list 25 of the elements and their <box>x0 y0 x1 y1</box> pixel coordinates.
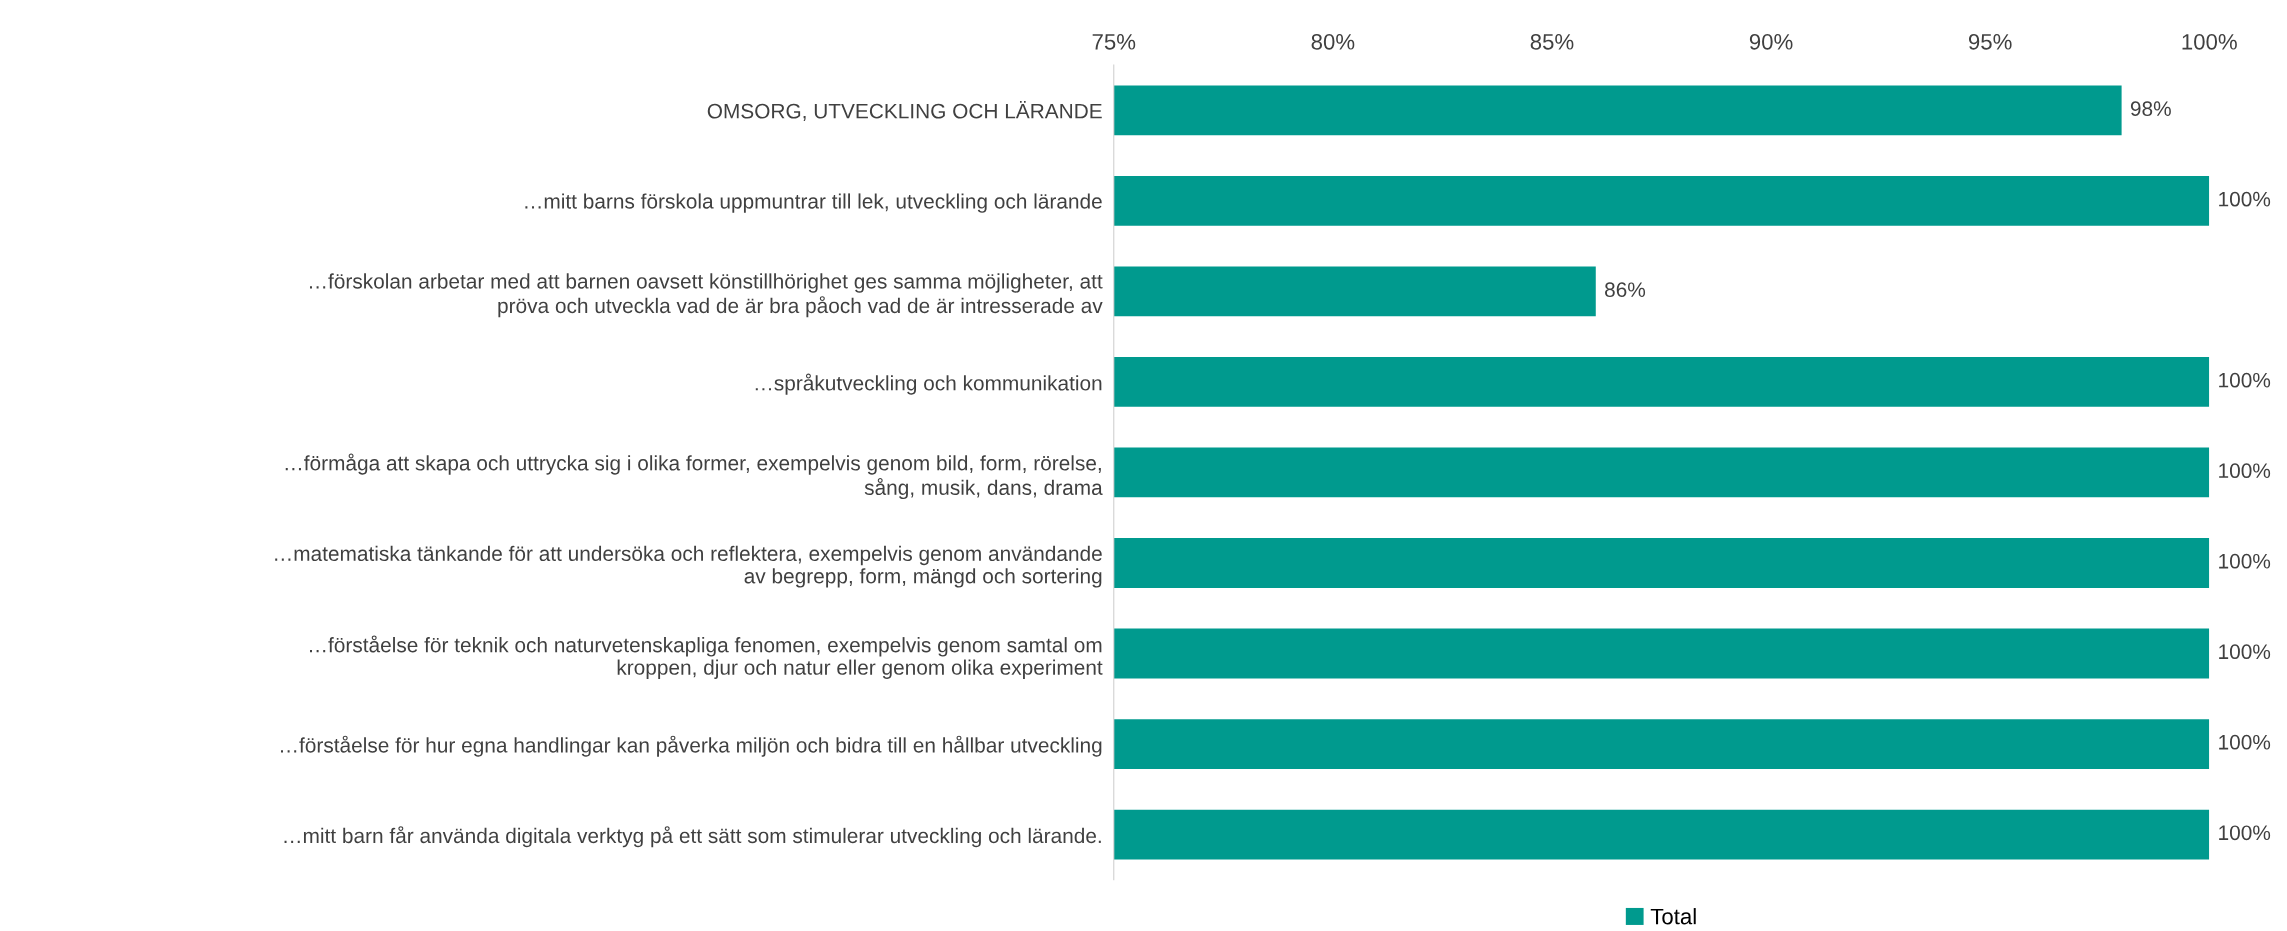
x-tick-label: 95% <box>1968 33 2012 50</box>
x-tick-label: 100% <box>2182 33 2237 50</box>
x-tick-label: 85% <box>1530 33 1574 50</box>
y-tick-label: …förståelse för teknik och naturvetenskapliga fenomen, exempelvis genom samtal om kroppen, djur och natur eller genom olika experiment <box>310 635 1103 679</box>
y-tick-label: …mitt barns förskola uppmuntrar till lek, utveckling och lärande <box>525 193 1102 213</box>
data-label: 100% <box>2219 463 2271 479</box>
data-label: 86% <box>1605 282 1646 298</box>
data-label: 100% <box>2219 734 2271 750</box>
y-tick-label: …språkutveckling och kommunikation <box>755 373 1102 395</box>
data-label: 100% <box>2219 825 2271 841</box>
data-label: 100% <box>2219 553 2271 569</box>
data-label: 100% <box>2219 191 2271 207</box>
y-tick-label: …mitt barn får använda digitala verktyg på ett sätt som stimulerar utveckling och lärande. <box>284 826 1101 848</box>
x-tick-label: 90% <box>1749 33 1793 50</box>
y-tick-label: …matematiska tänkande för att undersöka och reflektera, exempelvis genom användande av begrepp, form, mängd och sortering <box>275 545 1102 588</box>
y-tick-label: …förmåga att skapa och uttrycka sig i olika former, exempelvis genom bild, form, rörelse, sång, musik, dans, drama <box>285 453 1103 500</box>
x-tick-label: 75% <box>1092 34 1136 50</box>
legend-label: Total <box>1650 908 1696 925</box>
data-label: 100% <box>2219 372 2271 388</box>
y-tick-label: …förskolan arbetar med att barnen oavsett könstillhörighet ges samma möjligheter, att pröva och utveckla vad de är bra påoch vad de är intresserade av <box>310 273 1103 318</box>
data-label: 98% <box>2130 101 2171 117</box>
y-tick-label: OMSORG, UTVECKLING OCH LÄRANDE <box>707 100 1102 121</box>
y-tick-label: …förståelse för hur egna handlingar kan påverka miljön och bidra till en hållbar utveckling <box>281 735 1102 757</box>
data-label: 100% <box>2219 644 2271 660</box>
x-tick-label: 80% <box>1311 33 1355 50</box>
